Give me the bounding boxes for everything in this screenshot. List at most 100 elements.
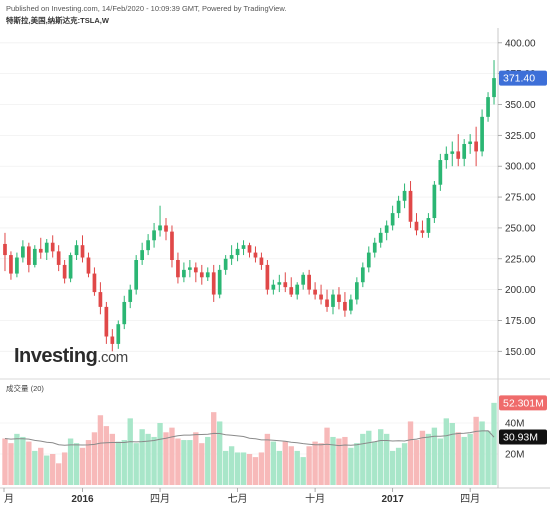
candle xyxy=(38,237,43,259)
candle xyxy=(396,195,401,219)
candle xyxy=(158,205,162,237)
volume-bar xyxy=(252,457,259,485)
candle xyxy=(492,60,496,105)
price-gridlines xyxy=(0,42,498,352)
volume-bar xyxy=(181,440,187,485)
volume-bar xyxy=(44,455,50,485)
candle-body xyxy=(325,299,329,307)
price-tick-label: 325.00 xyxy=(505,131,536,142)
volume-ma-badge-bg xyxy=(499,429,547,445)
volume-bar xyxy=(199,443,205,485)
candle-body xyxy=(182,269,186,278)
candle-body xyxy=(307,274,311,290)
volume-bar xyxy=(294,450,300,485)
volume-bar xyxy=(401,443,408,485)
candle xyxy=(3,232,7,272)
time-tick-label: 2017 xyxy=(382,494,405,505)
candle xyxy=(176,252,180,284)
volume-bar xyxy=(324,427,330,485)
candle xyxy=(474,126,478,167)
candle xyxy=(450,141,455,167)
volume-bar xyxy=(139,429,145,485)
candle-body xyxy=(211,272,216,295)
candle xyxy=(384,220,389,241)
candle-body xyxy=(283,282,288,288)
candle-body xyxy=(170,231,174,260)
volume-bar xyxy=(73,443,80,485)
candle xyxy=(253,246,258,263)
volume-bar xyxy=(115,441,121,485)
candle xyxy=(68,252,73,283)
volume-bar xyxy=(336,438,342,485)
candle xyxy=(355,277,359,305)
candle xyxy=(283,272,288,293)
candle xyxy=(199,264,204,285)
volume-bar xyxy=(431,427,438,485)
candle xyxy=(26,242,31,273)
volume-bar xyxy=(270,441,277,485)
candle xyxy=(462,139,467,167)
volume-bar xyxy=(240,452,247,485)
candle-body xyxy=(104,306,109,337)
candle xyxy=(360,262,365,288)
volume-bar xyxy=(67,438,74,485)
volume-bar xyxy=(378,429,384,485)
candle-body xyxy=(450,151,455,154)
candle-body xyxy=(199,272,204,278)
volume-bar xyxy=(175,438,181,485)
candle xyxy=(193,262,198,283)
candle xyxy=(140,242,144,265)
publish-info: Published on Investing.com, 14/Feb/2020 … xyxy=(6,4,287,13)
candle xyxy=(402,183,407,209)
candle xyxy=(241,240,246,256)
candle xyxy=(188,260,192,278)
candle xyxy=(205,267,210,281)
candle xyxy=(307,269,311,295)
volume-bar xyxy=(348,447,354,485)
volume-bar xyxy=(216,421,223,485)
candle-body xyxy=(44,242,49,253)
volume-bar xyxy=(14,433,20,485)
candle xyxy=(486,92,490,122)
volume-bar xyxy=(330,436,336,485)
candle-body xyxy=(462,144,467,159)
candle-body xyxy=(26,246,31,265)
last-price-badge-text: 371.40 xyxy=(503,73,535,85)
candle xyxy=(468,134,473,154)
volume-bar xyxy=(342,436,348,485)
volume-bar xyxy=(20,436,26,485)
candle-body xyxy=(456,151,461,159)
price-tick-label: 225.00 xyxy=(505,254,536,265)
candle xyxy=(134,255,139,295)
candle-body xyxy=(146,240,150,251)
candle xyxy=(211,264,216,302)
candle xyxy=(229,245,234,265)
volume-bar xyxy=(127,418,133,485)
candle xyxy=(378,227,383,248)
candle xyxy=(235,242,240,262)
candle xyxy=(21,240,25,263)
candle-body xyxy=(15,257,19,274)
candle xyxy=(104,301,109,344)
candle-body xyxy=(50,242,55,252)
candle xyxy=(438,153,443,191)
volume-bar xyxy=(55,463,62,485)
last-price-badge: 371.40 xyxy=(499,70,547,86)
candle-body xyxy=(426,218,431,233)
candle xyxy=(164,218,168,241)
candle-body xyxy=(349,299,353,311)
volume-bar xyxy=(97,415,104,485)
volume-bar xyxy=(300,457,306,485)
candle xyxy=(217,264,222,299)
volume-bar xyxy=(318,443,324,485)
candle xyxy=(349,294,353,315)
candle xyxy=(295,282,300,300)
candle xyxy=(331,289,335,315)
candle-body xyxy=(343,301,347,311)
candle xyxy=(223,255,228,275)
candle-body xyxy=(402,190,407,201)
candle xyxy=(319,284,323,305)
volume-bar xyxy=(395,447,402,485)
volume-bar xyxy=(187,440,193,485)
